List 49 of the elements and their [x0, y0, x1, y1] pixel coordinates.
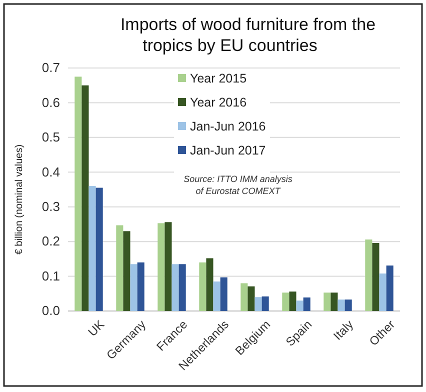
bar	[123, 231, 130, 311]
bar	[303, 297, 310, 311]
bar	[82, 85, 89, 311]
bar	[74, 76, 82, 311]
bar	[386, 266, 394, 311]
bar	[116, 225, 124, 311]
bar	[365, 239, 372, 311]
y-axis-title: € billion (nominal values)	[14, 144, 25, 255]
bar	[130, 264, 138, 311]
bar	[172, 264, 179, 311]
bar	[164, 222, 172, 311]
bar	[178, 264, 186, 311]
bar	[158, 223, 165, 311]
bar	[324, 292, 331, 311]
bar	[206, 258, 214, 311]
legend-label: Jan-Jun 2016	[190, 120, 266, 134]
bar	[213, 281, 220, 311]
legend-label: Year 2016	[190, 96, 247, 110]
y-tick-label: 0.5	[42, 130, 60, 145]
y-tick-label: 0.7	[42, 60, 60, 76]
bar	[372, 242, 380, 311]
bar	[254, 297, 262, 311]
y-tick-label: 0.3	[42, 199, 60, 214]
bar	[220, 277, 228, 311]
bar	[199, 262, 206, 311]
x-tick-label: Italy	[330, 317, 356, 343]
bar	[379, 274, 386, 311]
bar	[262, 296, 269, 311]
annotation: Source: ITTO IMM analysis of Eurostat COMEXT	[184, 174, 293, 196]
legend-label: Jan-Jun 2017	[190, 144, 266, 158]
y-tick-label: 0.2	[42, 234, 60, 249]
y-tick-label: 0.1	[42, 268, 60, 284]
y-tick-label: 0.4	[42, 164, 60, 180]
bar	[338, 300, 345, 311]
bar	[240, 283, 248, 311]
y-tick-label: 0.0	[42, 303, 60, 318]
chart-title: Imports of wood furniture from the tropics by EU countries	[120, 15, 376, 55]
legend-label: Year 2015	[190, 72, 247, 86]
bar	[330, 292, 338, 311]
bar	[282, 292, 290, 311]
bar	[96, 188, 103, 311]
x-tick-label: UK	[85, 317, 108, 340]
bar	[289, 292, 296, 311]
bar	[248, 286, 255, 311]
bar	[137, 262, 144, 311]
bar	[88, 186, 96, 311]
y-tick-label: 0.6	[42, 94, 60, 110]
bar	[296, 300, 304, 311]
bar	[344, 300, 352, 311]
